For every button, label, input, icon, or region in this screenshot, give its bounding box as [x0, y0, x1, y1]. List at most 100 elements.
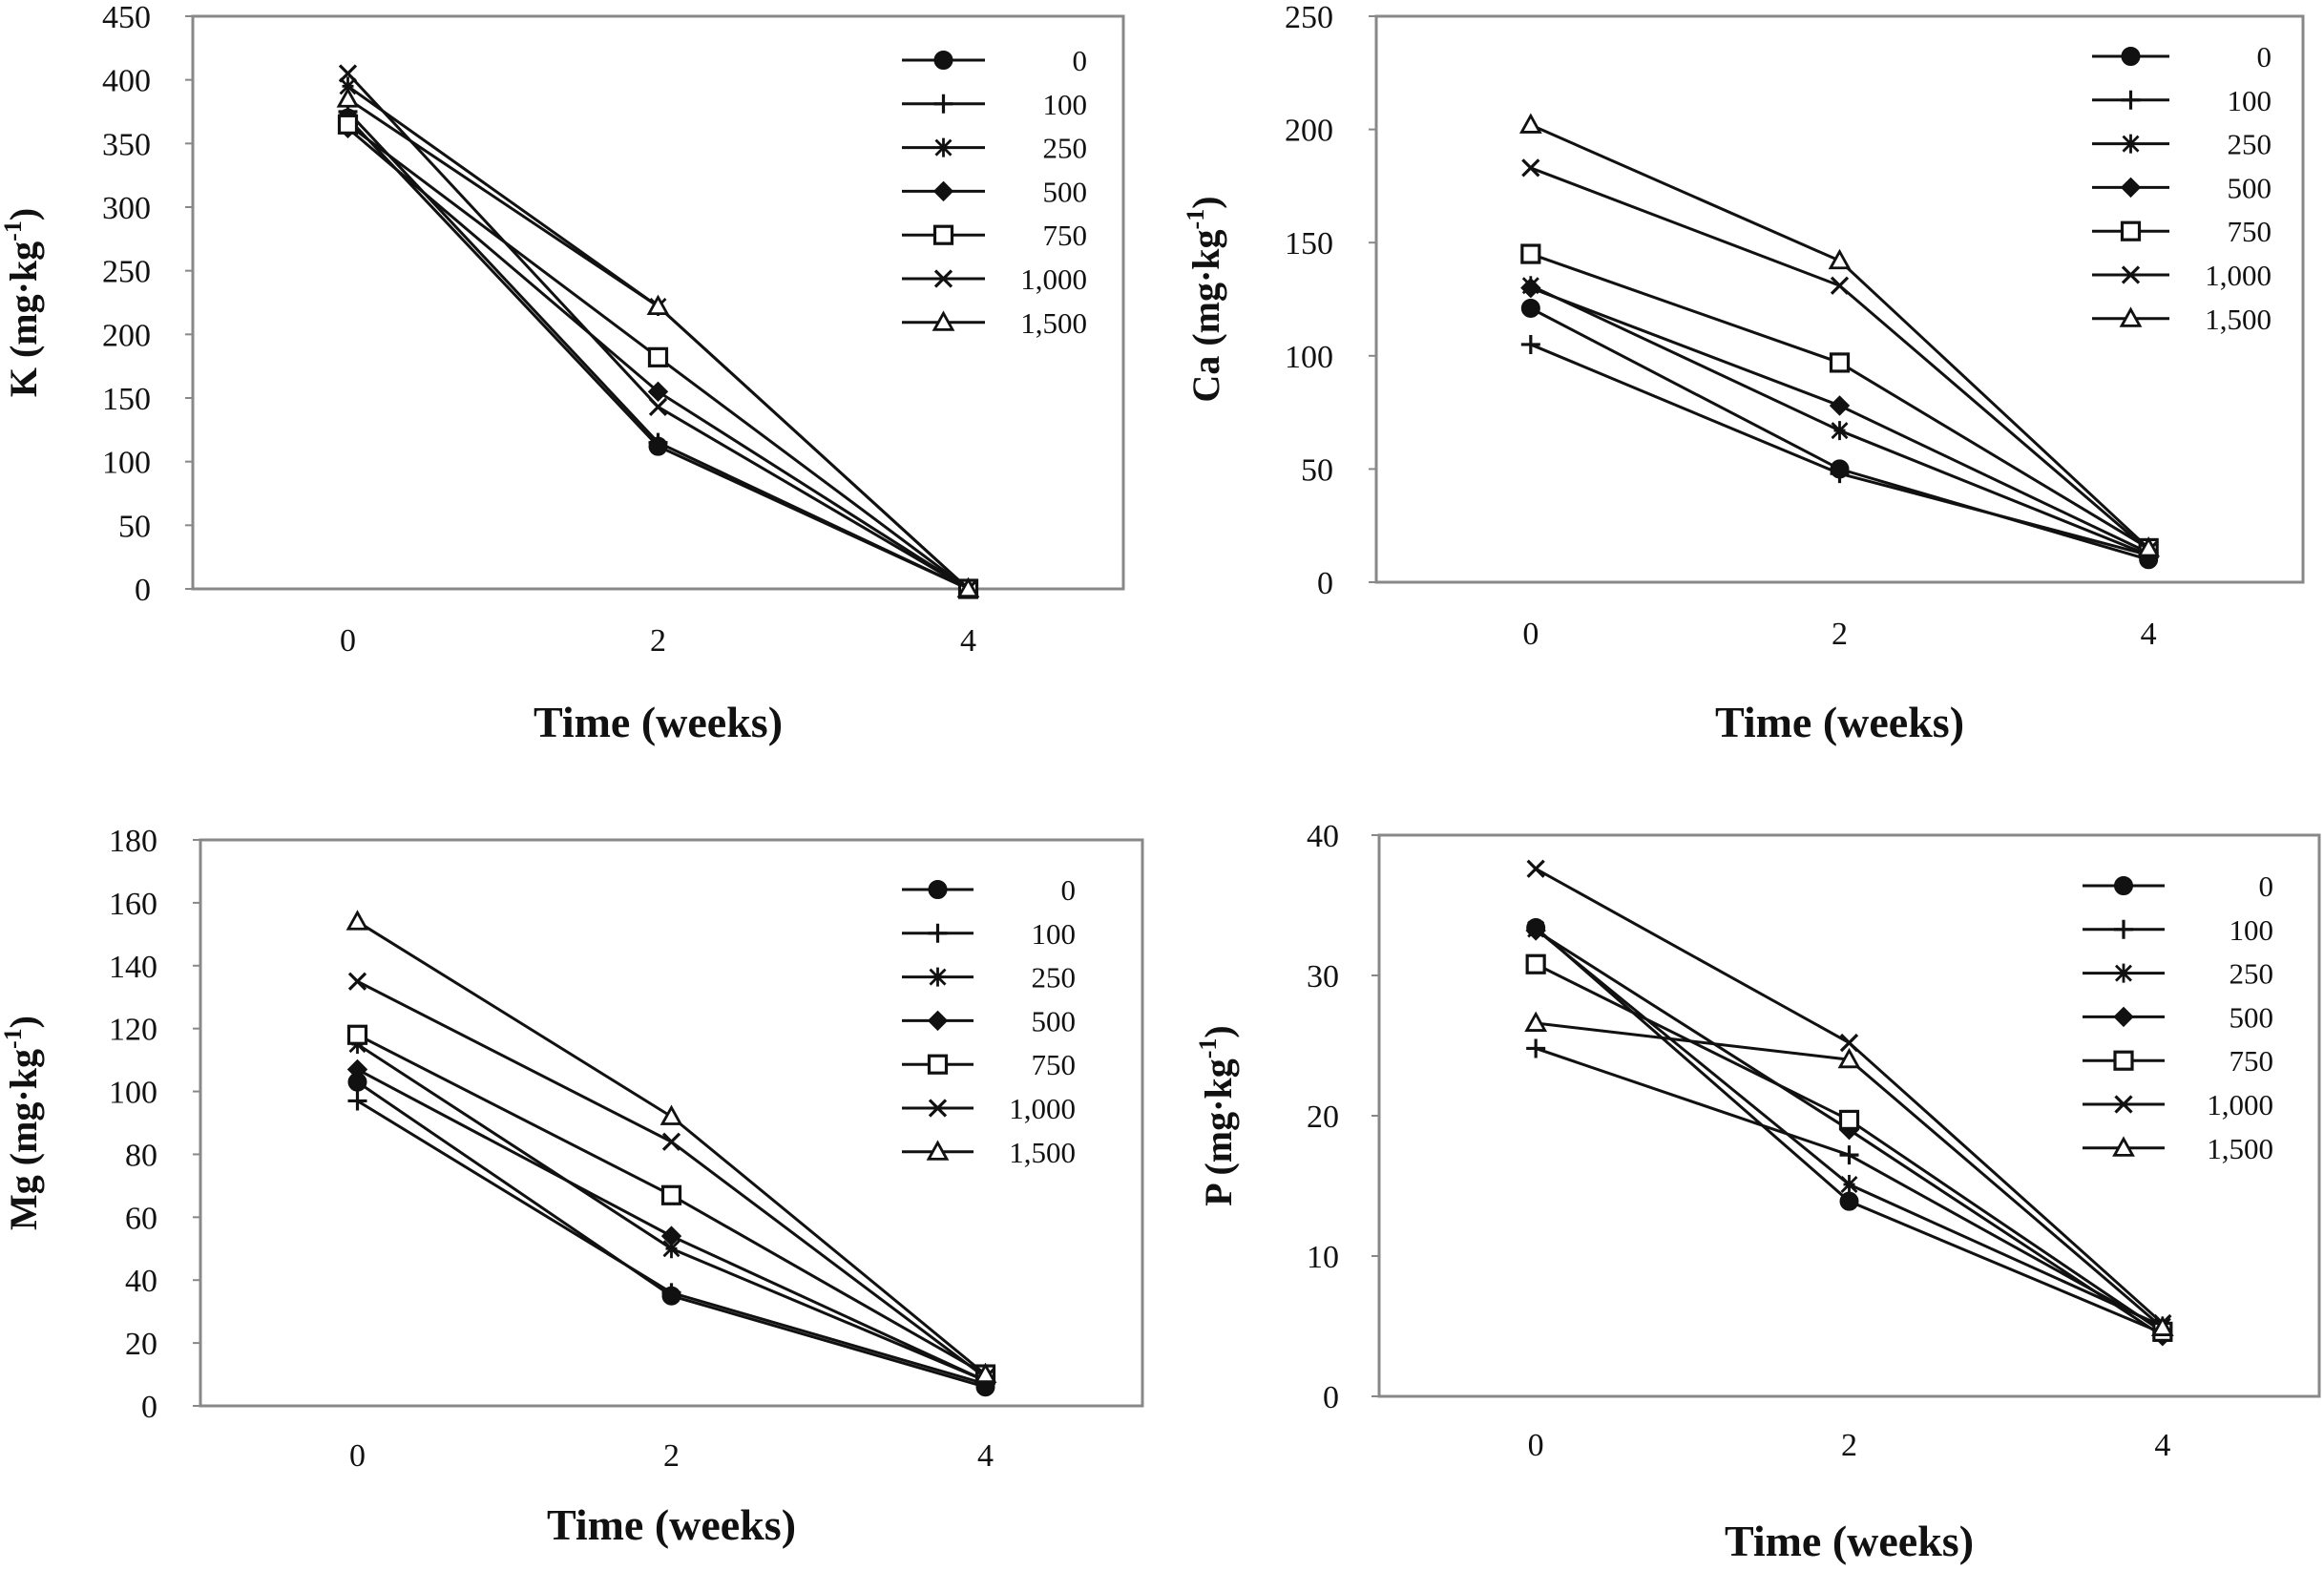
- series-line: [1535, 867, 2164, 1325]
- legend-entry: 750: [2083, 1044, 2273, 1078]
- legend-label: 750: [2228, 215, 2272, 248]
- legend-marker: [2119, 306, 2143, 327]
- y-tick-label: 150: [102, 382, 151, 417]
- x-tick-label: 0: [1522, 617, 1539, 652]
- legend-label: 750: [2230, 1044, 2274, 1078]
- x-tick-label: 4: [977, 1438, 994, 1474]
- series-1000: [338, 64, 978, 598]
- legend-marker: [929, 967, 947, 987]
- data-point: [339, 76, 357, 96]
- x-tick-label: 0: [349, 1438, 366, 1474]
- x-tick-label: 2: [1832, 617, 1848, 652]
- y-tick-label: 20: [1307, 1100, 1339, 1135]
- legend-marker: [2120, 220, 2142, 241]
- legend-label: 250: [1043, 132, 1088, 165]
- data-point: [956, 576, 980, 597]
- data-point: [661, 1283, 681, 1303]
- y-tick-label: 20: [125, 1327, 157, 1362]
- y-tick-label: 0: [141, 1390, 157, 1425]
- chart-panel-k: 0 50 100 150 200 250 300 350 400 450 0 2 4 Time (week…: [0, 0, 1125, 746]
- legend-label: 100: [1032, 917, 1077, 951]
- data-point: [337, 114, 359, 135]
- series-1500: [345, 910, 997, 1384]
- legend-entry: 0: [2092, 40, 2272, 73]
- data-point: [1838, 1109, 1860, 1131]
- legend-marker: [934, 137, 953, 157]
- legend-label: 0: [1073, 44, 1088, 77]
- y-tick-label: 100: [109, 1076, 157, 1111]
- legend-entry: 250: [902, 961, 1076, 995]
- data-point: [1840, 1175, 1858, 1195]
- y-tick-label: 80: [125, 1138, 157, 1173]
- series-1500: [1524, 1011, 2174, 1336]
- data-point: [346, 1024, 368, 1045]
- legend-marker: [2113, 1006, 2134, 1028]
- legend-label: 1,500: [2207, 1132, 2273, 1165]
- legend-marker: [2120, 177, 2142, 199]
- data-point: [660, 1104, 683, 1125]
- legend-marker: [927, 1010, 949, 1032]
- legend-label: 0: [2259, 869, 2274, 903]
- legend-label: 250: [1032, 961, 1077, 995]
- legend-label: 500: [1043, 175, 1088, 208]
- x-tick-label: 4: [2141, 617, 2157, 652]
- data-point: [1829, 352, 1851, 373]
- legend-marker: [2121, 47, 2141, 66]
- series-250: [1521, 276, 2158, 565]
- data-point: [1830, 276, 1850, 295]
- legend-marker: [2114, 876, 2133, 895]
- x-tick-label: 2: [650, 623, 666, 659]
- series-250: [339, 76, 977, 598]
- series-750: [337, 114, 979, 599]
- data-point: [336, 87, 360, 108]
- legend-label: 750: [1032, 1048, 1077, 1081]
- x-axis-title: Time (weeks): [547, 1500, 796, 1549]
- x-tick-label: 4: [2154, 1428, 2170, 1463]
- y-tick-label: 250: [102, 255, 151, 290]
- data-point: [1837, 1047, 1861, 1069]
- legend-entry: 0: [902, 44, 1087, 77]
- legend-entry: 250: [2083, 957, 2273, 991]
- y-tick-label: 450: [102, 0, 151, 35]
- chart-panel-mg: 0 20 40 60 80 100 120 140 160 180 0 2 4 Time (weeks) M…: [0, 824, 1144, 1549]
- y-tick-label: 60: [125, 1201, 157, 1236]
- series-250: [348, 1035, 995, 1391]
- legend-entry: 100: [902, 917, 1076, 951]
- x-axis-title: Time (weeks): [534, 698, 783, 746]
- data-point: [1525, 920, 1546, 941]
- legend-marker: [927, 1054, 949, 1075]
- x-axis-title: Time (weeks): [1725, 1517, 1974, 1565]
- legend-label: 500: [2230, 1000, 2274, 1034]
- series-750: [346, 1024, 996, 1385]
- y-tick-label: 400: [102, 64, 151, 99]
- data-point: [1525, 953, 1546, 974]
- legend-entry: 1,000: [2092, 259, 2272, 292]
- legend-marker: [2121, 90, 2141, 110]
- y-tick-label: 150: [1285, 226, 1333, 262]
- legend-marker: [2114, 919, 2133, 939]
- data-point: [660, 1225, 682, 1246]
- data-point: [648, 432, 668, 452]
- y-tick-label: 0: [1317, 566, 1333, 601]
- data-point: [2150, 1315, 2174, 1336]
- y-tick-label: 180: [109, 824, 157, 859]
- data-point: [1518, 113, 1542, 134]
- legend-entry: 1,500: [2083, 1132, 2273, 1165]
- y-tick-label: 50: [1301, 452, 1333, 488]
- legend-marker: [933, 51, 953, 70]
- legend-entry: 100: [902, 88, 1087, 121]
- legend-marker: [933, 269, 953, 288]
- data-point: [1524, 1011, 1548, 1032]
- legend-label: 1,000: [2207, 1088, 2273, 1121]
- legend-entry: 0: [2083, 869, 2273, 903]
- series-line: [1530, 123, 2150, 550]
- y-axis-title: Mg (mg·kg-1): [0, 1016, 45, 1230]
- series-line: [356, 979, 987, 1379]
- data-point: [646, 294, 670, 315]
- legend-label: 100: [2228, 84, 2272, 117]
- data-point: [1830, 464, 1850, 484]
- legend-entry: 750: [2092, 215, 2272, 248]
- y-tick-label: 40: [1307, 819, 1339, 854]
- legend-label: 750: [1043, 219, 1088, 252]
